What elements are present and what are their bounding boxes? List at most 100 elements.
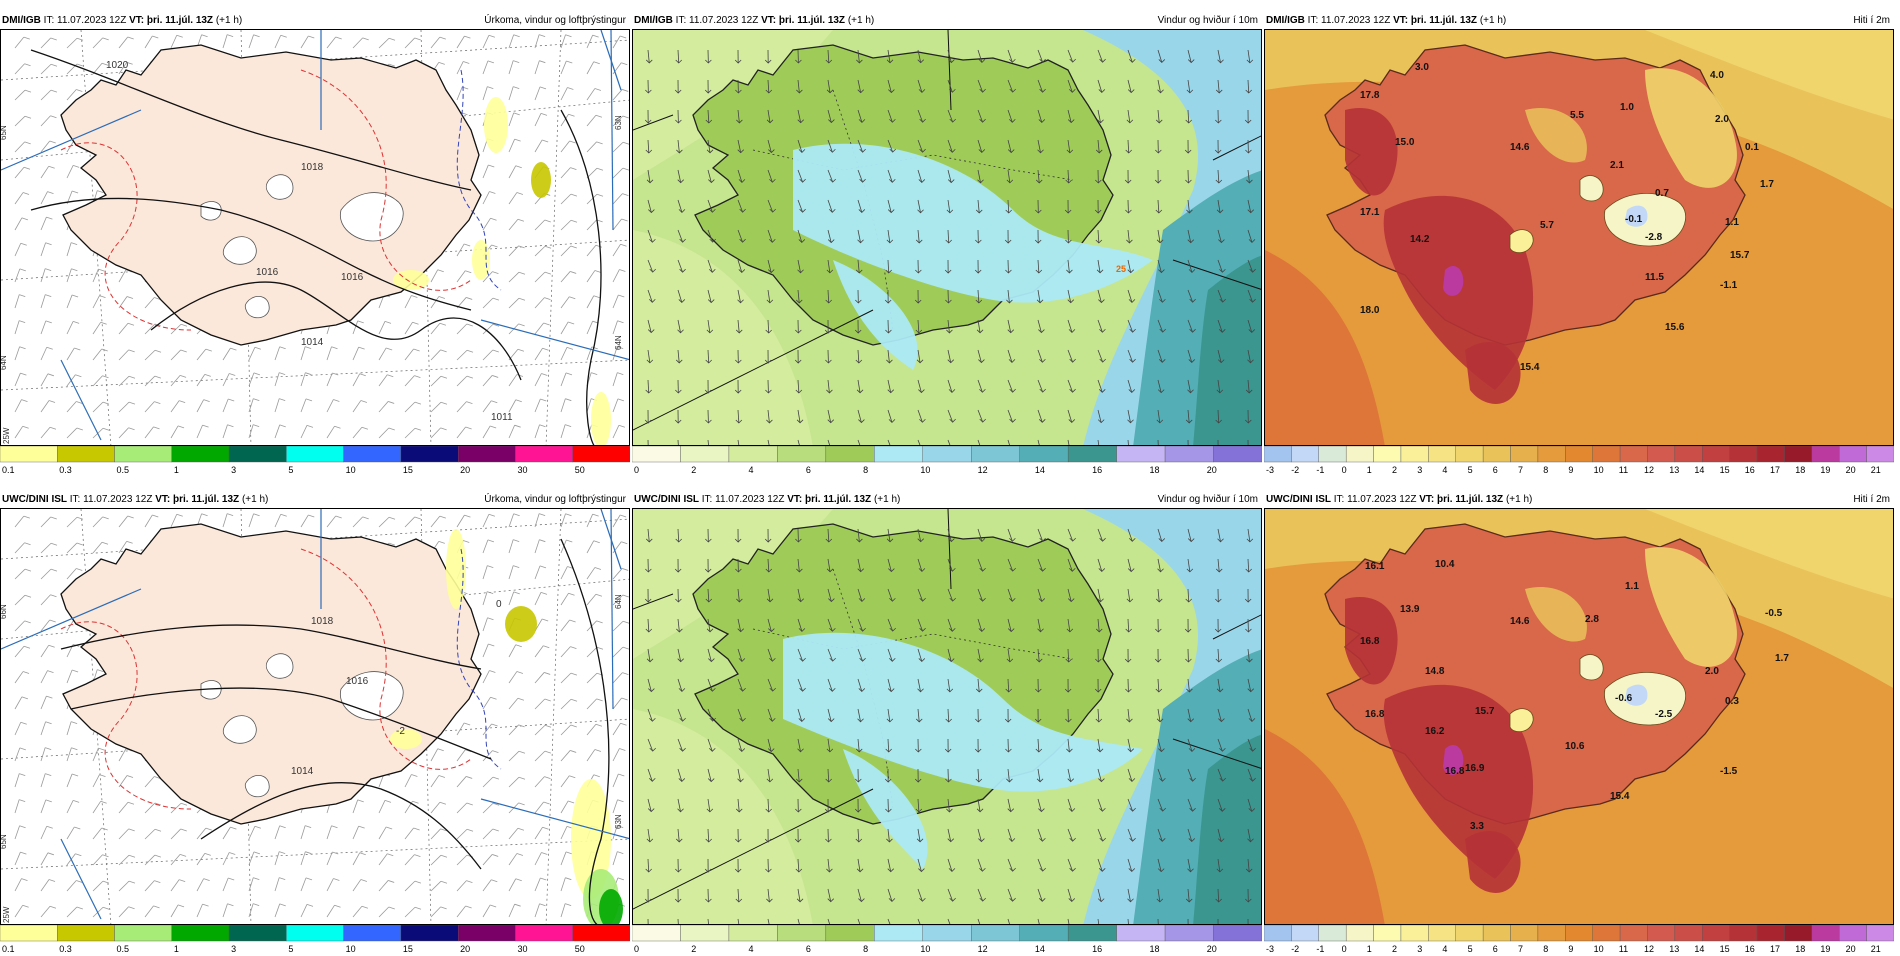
latitude-label: 64N — [614, 594, 623, 609]
panel-temp-uwc: UWC/DINI ISL IT: 11.07.2023 12Z VT: þri.… — [1264, 492, 1894, 956]
longitude-label: 25W — [2, 906, 11, 923]
legend-label: 12 — [1644, 465, 1654, 475]
temperature-label: 1.7 — [1775, 653, 1789, 664]
vt-value: þri. 11.júl. 13Z — [1437, 494, 1503, 505]
isobar-label: 1014 — [291, 766, 314, 777]
temperature-label: 14.6 — [1510, 142, 1530, 153]
panel-header: DMI/IGB IT: 11.07.2023 12Z VT: þri. 11.j… — [1264, 13, 1894, 29]
legend-swatch — [1730, 446, 1757, 462]
temperature-label: 14.2 — [1410, 234, 1430, 245]
legend-label: 16 — [1092, 944, 1102, 954]
legend-swatch — [573, 446, 630, 462]
legend-label: 18 — [1149, 944, 1159, 954]
panel-wind-dmi: DMI/IGB IT: 11.07.2023 12Z VT: þri. 11.j… — [632, 13, 1262, 477]
legend-swatch — [1483, 446, 1510, 462]
legend-label: 20 — [1846, 944, 1856, 954]
legend-label: 5 — [1468, 465, 1473, 475]
temperature-label: 16.8 — [1360, 636, 1380, 647]
temperature-label: 15.4 — [1520, 362, 1540, 373]
legend-swatch — [1401, 925, 1428, 941]
legend-swatch — [1757, 446, 1784, 462]
legend-swatch — [1346, 446, 1373, 462]
legend-swatch — [401, 925, 458, 941]
legend-swatch — [632, 446, 680, 462]
legend-label: 30 — [517, 944, 527, 954]
panel-title: Vindur og hviður í 10m — [1158, 492, 1258, 508]
legend-swatch — [1346, 925, 1373, 941]
latitude-label: 66N — [1, 604, 8, 619]
legend-swatch — [1319, 446, 1346, 462]
lead-time: (+1 h) — [1506, 494, 1532, 505]
legend-label: 0.3 — [59, 465, 72, 475]
legend-label: 10 — [346, 944, 356, 954]
legend-swatch — [1401, 446, 1428, 462]
it-value: 11.07.2023 12Z — [689, 15, 758, 26]
vt-value: þri. 11.júl. 13Z — [779, 15, 845, 26]
temperature-label: 2.0 — [1705, 666, 1719, 677]
legend-swatch — [1456, 925, 1483, 941]
legend-label: 15 — [403, 944, 413, 954]
legend-label: 19 — [1820, 465, 1830, 475]
legend-swatch — [923, 446, 971, 462]
isobar-label: 1016 — [256, 267, 279, 278]
temperature-label: 3.3 — [1470, 821, 1484, 832]
temperature-label: 2.8 — [1585, 614, 1599, 625]
legend-swatch — [1214, 446, 1262, 462]
isobar-label: 0 — [496, 599, 502, 610]
legend-swatch — [1730, 925, 1757, 941]
legend-label: 1 — [1367, 465, 1372, 475]
legend-swatch — [172, 446, 229, 462]
legend-swatch — [1812, 925, 1839, 941]
map-area[interactable]: 25 — [632, 29, 1262, 446]
legend-label: 17 — [1770, 944, 1780, 954]
lead-time: (+1 h) — [242, 494, 268, 505]
legend-label: 9 — [1568, 465, 1573, 475]
legend-swatch — [971, 925, 1019, 941]
panel-wind-uwc: UWC/DINI ISL IT: 11.07.2023 12Z VT: þri.… — [632, 492, 1262, 956]
temperature-label: 16.2 — [1425, 726, 1445, 737]
precip-area — [472, 240, 490, 280]
legend-label: 16 — [1745, 944, 1755, 954]
vt-value: þri. 11.júl. 13Z — [1411, 15, 1477, 26]
temperature-label: 14.8 — [1425, 666, 1445, 677]
latitude-label: 64N — [614, 335, 623, 350]
temperature-label: 16.1 — [1365, 561, 1385, 572]
legend-label: 20 — [460, 465, 470, 475]
map-area[interactable] — [632, 508, 1262, 925]
it-label: IT: — [676, 15, 687, 26]
legend-swatch — [515, 446, 572, 462]
panel-header: UWC/DINI ISL IT: 11.07.2023 12Z VT: þri.… — [632, 492, 1262, 508]
panel-header: DMI/IGB IT: 11.07.2023 12Z VT: þri. 11.j… — [632, 13, 1262, 29]
legend-label: 14 — [1035, 465, 1045, 475]
legend-label: 0.3 — [59, 944, 72, 954]
legend-label: 21 — [1871, 944, 1881, 954]
temperature-label: 15.7 — [1730, 250, 1750, 261]
lead-time: (+1 h) — [848, 15, 874, 26]
legend-label: 6 — [806, 465, 811, 475]
vt-value: þri. 11.júl. 13Z — [147, 15, 213, 26]
legend-label: 0 — [1342, 944, 1347, 954]
legend-label: 19 — [1820, 944, 1830, 954]
panel-header: UWC/DINI ISL IT: 11.07.2023 12Z VT: þri.… — [1264, 492, 1894, 508]
temperature-label: 1.7 — [1760, 179, 1774, 190]
legend-label: 5 — [288, 944, 293, 954]
vt-label: VT: — [787, 494, 802, 505]
legend-label: 0 — [1342, 465, 1347, 475]
legend-label: 18 — [1795, 465, 1805, 475]
longitude-label: 25W — [2, 427, 11, 444]
temperature-label: 16.8 — [1445, 766, 1465, 777]
legend-label: 2 — [691, 465, 696, 475]
legend-label: -2 — [1291, 465, 1299, 475]
legend-swatch — [1565, 925, 1592, 941]
legend-swatch — [286, 925, 343, 941]
